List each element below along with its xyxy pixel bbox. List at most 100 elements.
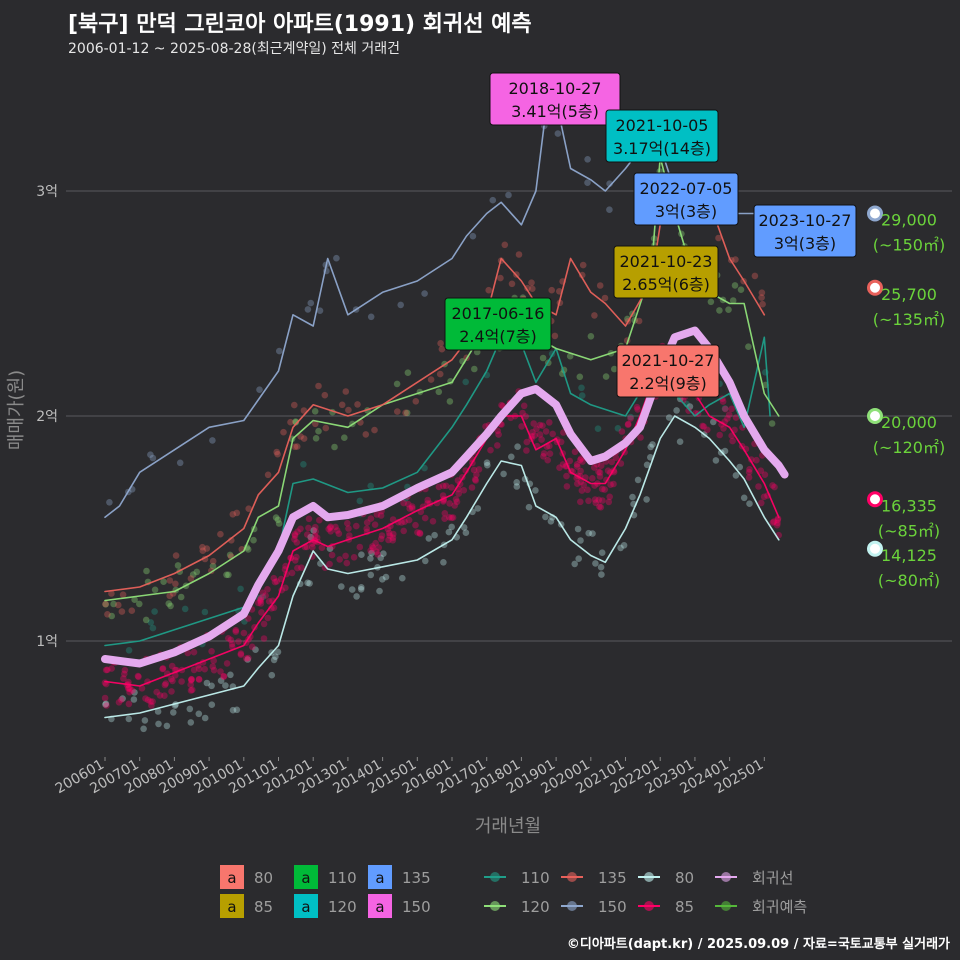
scatter-point (225, 635, 232, 642)
scatter-point (232, 628, 240, 635)
legend-fill-letter: a (375, 869, 384, 887)
scatter-point (468, 484, 476, 491)
scatter-point (220, 673, 228, 680)
scatter-point (598, 571, 605, 578)
scatter-point (500, 470, 507, 478)
scatter-point (629, 493, 636, 501)
scatter-point (416, 530, 424, 537)
scatter-point (126, 688, 133, 696)
scatter-point (505, 191, 512, 199)
scatter-point (578, 271, 586, 279)
scatter-point (134, 672, 142, 680)
scatter-point (620, 542, 628, 549)
scatter-point (424, 496, 432, 504)
scatter-point (274, 450, 281, 458)
scatter-point (333, 527, 341, 534)
scatter-point (523, 438, 531, 446)
forecast-value-label: 29,000 (881, 211, 937, 230)
scatter-point (126, 685, 134, 692)
scatter-point (472, 477, 480, 484)
scatter-point (612, 454, 620, 462)
scatter-point (589, 530, 596, 537)
scatter-point (399, 574, 406, 582)
scatter-point (373, 511, 381, 518)
scatter-point (305, 524, 312, 532)
scatter-point (189, 686, 196, 694)
scatter-point (634, 406, 641, 413)
scatter-point (233, 509, 241, 517)
scatter-point (270, 656, 278, 664)
scatter-point (390, 530, 397, 538)
scatter-point (226, 551, 234, 559)
scatter-point (566, 457, 574, 465)
scatter-point (574, 525, 582, 533)
scatter-point (147, 451, 154, 459)
scatter-point (273, 448, 281, 456)
annotation-box (444, 297, 552, 351)
scatter-point (293, 443, 301, 450)
annotation-box (489, 72, 621, 126)
scatter-point (262, 592, 269, 599)
scatter-point (529, 429, 536, 436)
legend-fill-swatch-80 (220, 865, 244, 889)
scatter-point (245, 654, 252, 662)
scatter-point (548, 286, 555, 294)
scatter-point (338, 401, 346, 409)
scatter-point (257, 596, 264, 603)
scatter-point (397, 301, 405, 309)
scatter-point (460, 487, 468, 494)
forecast-marker-120 (867, 408, 883, 424)
forecast-value-label: 14,125 (881, 546, 937, 565)
scatter-point (291, 531, 299, 538)
y-tick-label: 3억 (36, 184, 58, 200)
scatter-point (462, 378, 470, 386)
scatter-point (356, 543, 364, 551)
scatter-point (587, 333, 595, 340)
scatter-point (199, 547, 207, 554)
scatter-point (331, 443, 338, 451)
scatter-point (574, 480, 581, 488)
scatter-point (125, 685, 132, 692)
scatter-point (746, 500, 753, 508)
scatter-point (571, 560, 578, 568)
scatter-point (700, 423, 707, 430)
scatter-point (346, 532, 353, 539)
scatter-point (712, 457, 720, 464)
scatter-point (389, 537, 397, 544)
scatter-point (304, 579, 311, 587)
scatter-point (536, 421, 544, 429)
scatter-point (149, 454, 157, 462)
scatter-point (439, 492, 447, 499)
legend-line-label: 110 (521, 869, 550, 887)
scatter-point (245, 615, 252, 622)
legend-line-label: 120 (521, 898, 550, 916)
scatter-point (373, 548, 380, 555)
scatter-point (540, 450, 548, 457)
scatter-point (166, 592, 173, 600)
scatter-point (240, 629, 248, 637)
scatter-point (297, 433, 304, 440)
legend-dot-forecast (721, 901, 731, 911)
scatter-point (115, 699, 123, 706)
scatter-point (598, 485, 606, 493)
scatter-point (421, 514, 429, 522)
scatter-point (573, 461, 581, 468)
scatter-point (357, 586, 365, 593)
scatter-point (208, 648, 215, 655)
scatter-point (592, 560, 599, 567)
scatter-point (591, 464, 598, 471)
scatter-point (721, 405, 729, 412)
scatter-point (635, 317, 643, 325)
scatter-point (103, 702, 110, 709)
scatter-point (367, 482, 375, 490)
scatter-point (326, 560, 333, 568)
scatter-point (596, 282, 604, 289)
scatter-point (699, 422, 706, 430)
legend-fill-label-85: 85 (254, 898, 273, 916)
scatter-point (577, 467, 584, 475)
scatter-point (119, 591, 127, 598)
scatter-point (722, 405, 729, 413)
annotation-date: 2018-10-27 (509, 79, 602, 98)
y-tick-label: 1억 (36, 634, 58, 650)
legend-fill-label-150: 150 (402, 898, 431, 916)
